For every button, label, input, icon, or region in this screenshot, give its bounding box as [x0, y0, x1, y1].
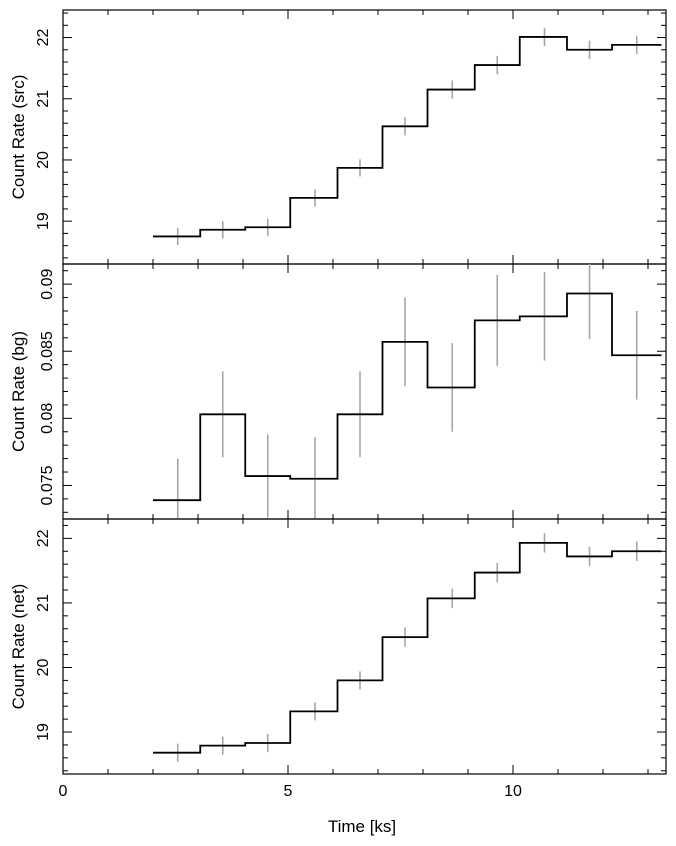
- y-axis-title: Count Rate (net): [9, 584, 28, 710]
- y-axis-title: Count Rate (bg): [9, 331, 28, 452]
- panel-src: 19 20 21 22 Count Rate (src): [9, 9, 667, 265]
- y-tick-label: 21: [35, 90, 52, 108]
- panel-frame: [62, 263, 667, 520]
- step-line: [153, 541, 662, 754]
- y-tick-label: 19: [35, 723, 52, 741]
- x-tick-label: 5: [284, 783, 293, 800]
- y-tick-label: 20: [35, 151, 52, 169]
- step-line: [153, 292, 662, 502]
- panel-net: 19 20 21 22 Count Rate (net): [9, 518, 667, 775]
- y-tick-label: 0.08: [39, 403, 56, 434]
- panel-frame: [62, 9, 667, 265]
- x-axis-title: Time [ks]: [328, 817, 396, 836]
- x-tick-label: 0: [59, 783, 68, 800]
- x-tick-label: 10: [504, 783, 522, 800]
- y-tick-label: 21: [35, 594, 52, 612]
- y-tick-label: 20: [35, 658, 52, 676]
- y-tick-label: 0.085: [39, 331, 56, 371]
- y-tick-label: 19: [35, 212, 52, 230]
- y-axis-title: Count Rate (src): [9, 75, 28, 200]
- y-tick-label: 0.075: [39, 465, 56, 505]
- y-tick-label: 0.09: [39, 268, 56, 299]
- panel-bg: 0.075 0.08 0.085 0.09 Count Rate (bg): [9, 263, 667, 520]
- step-line: [153, 36, 662, 238]
- y-tick-label: 22: [35, 529, 52, 547]
- y-tick-label: 22: [35, 29, 52, 47]
- panel-frame: [62, 518, 667, 775]
